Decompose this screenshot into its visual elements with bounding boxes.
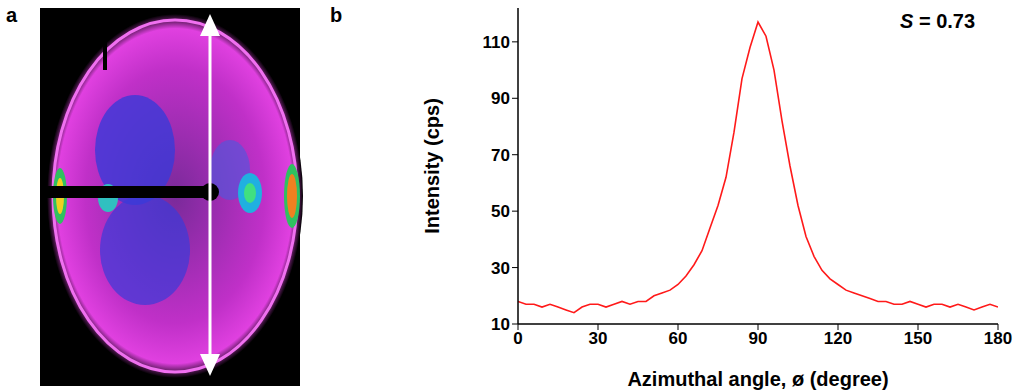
svg-text:30: 30 [589, 329, 608, 348]
svg-text:0: 0 [513, 329, 522, 348]
svg-text:110: 110 [483, 33, 510, 52]
svg-text:Azimuthal angle, ø (degree): Azimuthal angle, ø (degree) [627, 368, 888, 390]
svg-text:150: 150 [904, 329, 932, 348]
svg-text:90: 90 [749, 329, 768, 348]
svg-text:30: 30 [491, 259, 510, 278]
svg-text:10: 10 [491, 315, 510, 334]
html-text:b: b [330, 4, 343, 26]
svg-text:50: 50 [491, 202, 510, 221]
svg-text:Intensity (cps): Intensity (cps) [421, 98, 443, 234]
svg-text:180: 180 [984, 329, 1012, 348]
svg-text:60: 60 [669, 329, 688, 348]
html-text:a: a [6, 4, 18, 26]
svg-text:90: 90 [491, 89, 510, 108]
html-text:S = 0.73: S = 0.73 [900, 10, 976, 32]
svg-text:70: 70 [491, 146, 510, 165]
svg-text:120: 120 [824, 329, 852, 348]
